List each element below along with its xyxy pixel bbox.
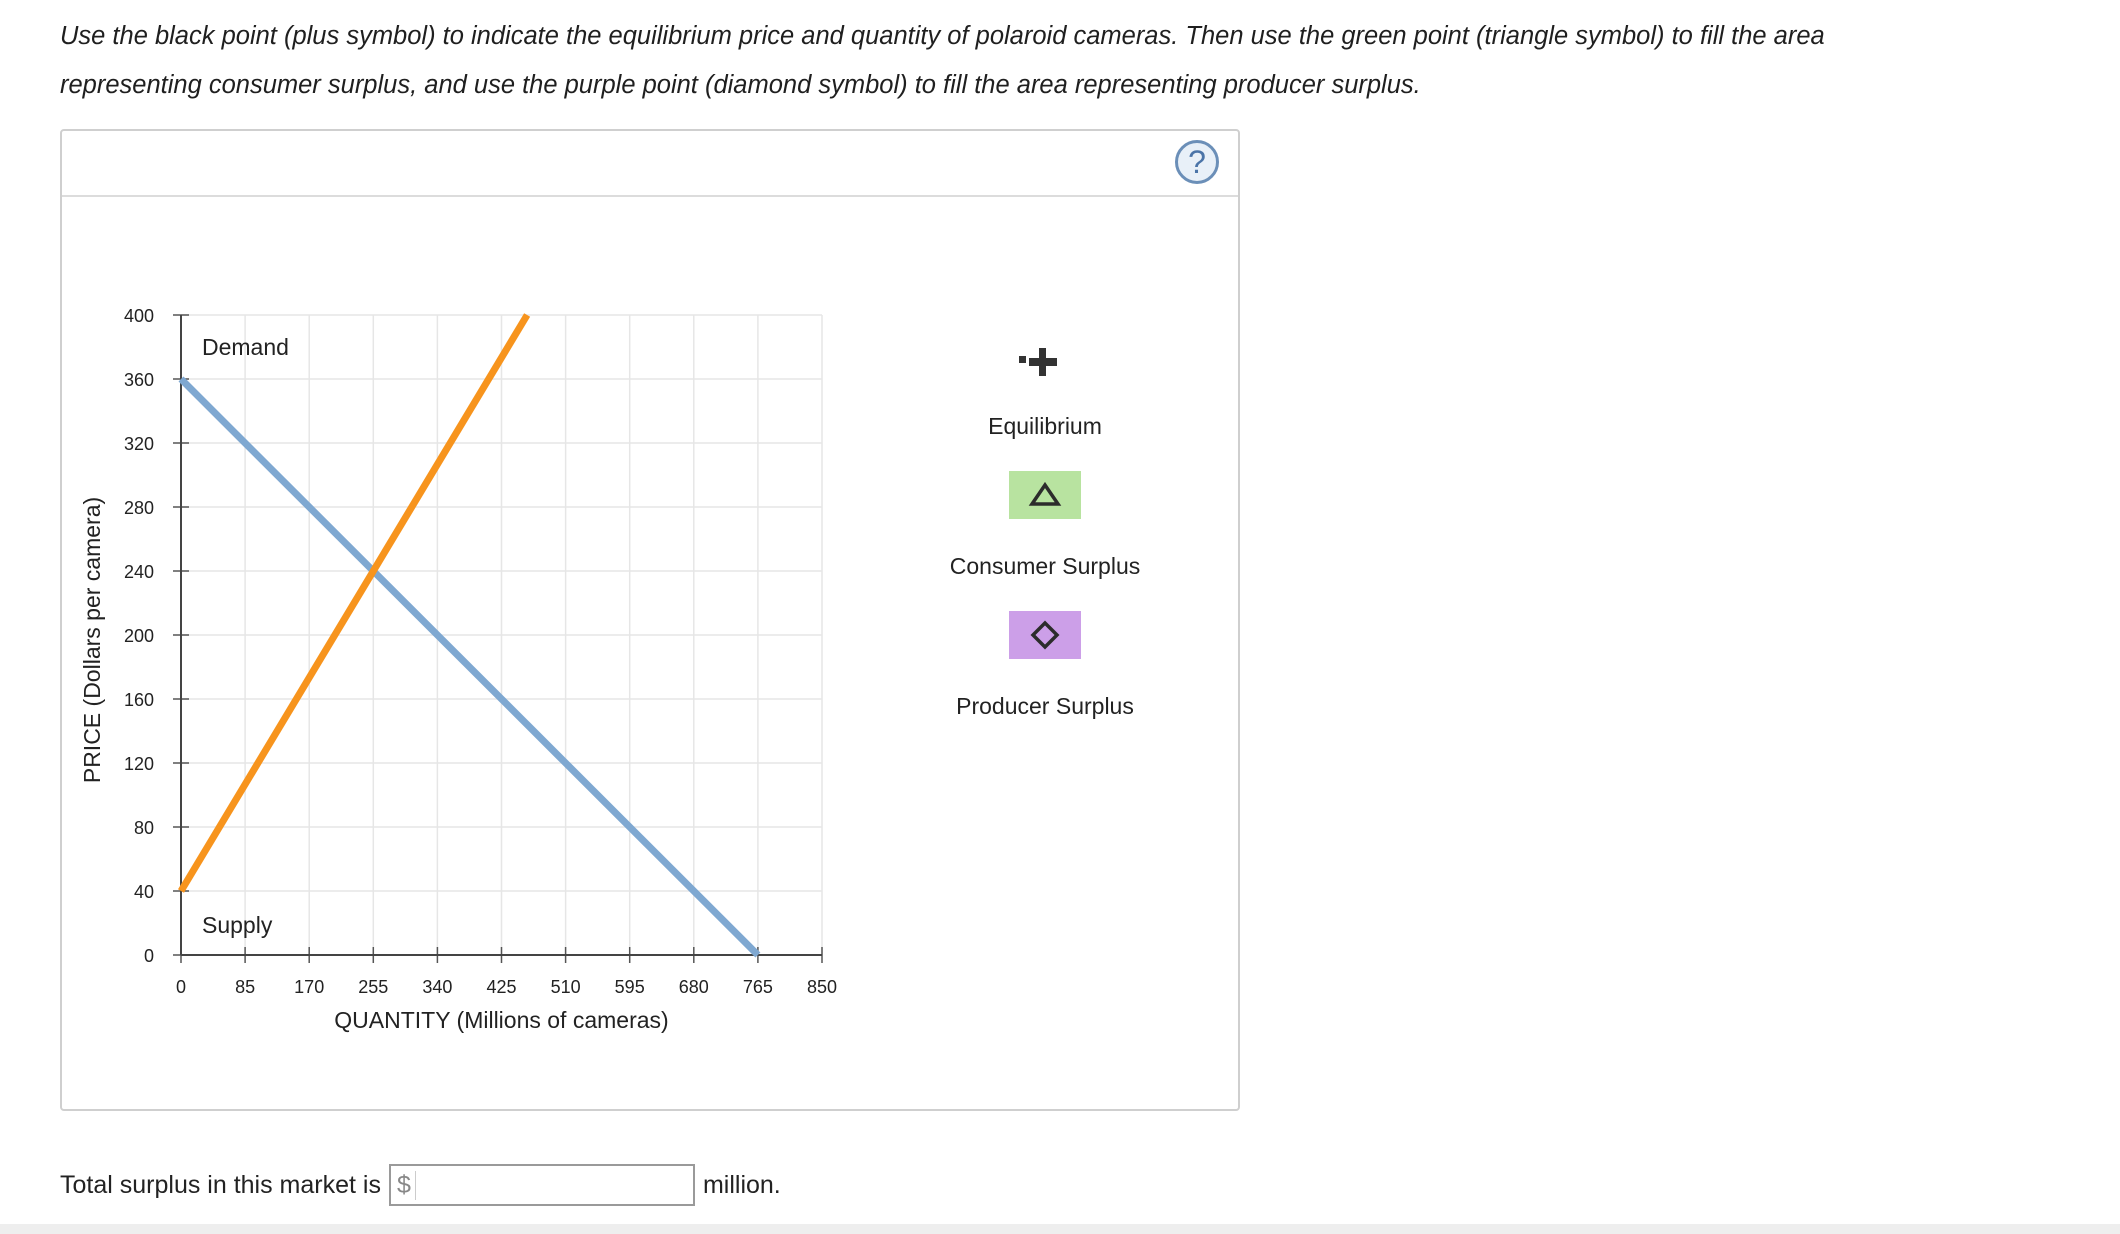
x-tick-label: 0 <box>176 977 186 997</box>
y-tick-label: 360 <box>124 370 154 390</box>
x-axis-title: QUANTITY (Millions of cameras) <box>334 1007 668 1033</box>
help-icon[interactable]: ? <box>1175 140 1219 184</box>
total-surplus-row: Total surplus in this market is $ millio… <box>60 1163 781 1207</box>
y-tick-label: 200 <box>124 626 154 646</box>
y-tick-label: 400 <box>124 306 154 326</box>
producer-surplus-legend-label: Producer Surplus <box>956 693 1134 719</box>
bottom-scroll-bar <box>0 1224 2120 1234</box>
supply-curve-label: Supply <box>202 912 273 938</box>
consumer-surplus-tool[interactable] <box>1009 471 1081 519</box>
demand-curve-label: Demand <box>202 334 289 360</box>
x-tick-label: 595 <box>615 977 645 997</box>
triangle-icon <box>1028 481 1062 506</box>
x-tick-label: 510 <box>551 977 581 997</box>
diamond-icon <box>1030 620 1060 650</box>
total-surplus-prompt: Total surplus in this market is <box>60 1170 381 1199</box>
y-tick-label: 120 <box>124 754 154 774</box>
y-tick-label: 160 <box>124 690 154 710</box>
equilibrium-legend-label: Equilibrium <box>988 413 1102 439</box>
panel-header <box>62 131 1238 197</box>
tick-labels: 0 85 170 255 340 425 510 595 680 765 850 0 40 80 120 16… <box>124 306 837 997</box>
grid-lines <box>181 314 823 955</box>
demand-curve[interactable] <box>178 376 761 958</box>
x-tick-label: 85 <box>235 977 255 997</box>
x-tick-label: 340 <box>422 977 452 997</box>
curves <box>178 313 761 958</box>
x-tick-label: 425 <box>486 977 516 997</box>
consumer-surplus-legend-label: Consumer Surplus <box>949 553 1141 579</box>
y-axis-title: PRICE (Dollars per camera) <box>79 497 105 783</box>
x-tick-label: 765 <box>743 977 773 997</box>
unit-label: million. <box>702 1170 781 1199</box>
axes <box>173 314 823 963</box>
instructions-text: Use the black point (plus symbol) to ind… <box>60 22 1825 99</box>
currency-symbol: $ <box>391 1170 416 1200</box>
y-tick-label: 0 <box>144 946 154 966</box>
y-tick-label: 320 <box>124 434 154 454</box>
y-tick-label: 40 <box>134 882 154 902</box>
y-tick-label: 280 <box>124 498 154 518</box>
total-surplus-input[interactable] <box>415 1166 730 1204</box>
producer-surplus-tool[interactable] <box>1009 611 1081 659</box>
x-tick-label: 680 <box>679 977 709 997</box>
y-tick-label: 80 <box>134 818 154 838</box>
total-surplus-field[interactable]: $ <box>388 1164 730 1206</box>
supply-curve[interactable] <box>178 313 531 893</box>
y-tick-label: 240 <box>124 562 154 582</box>
x-tick-label: 255 <box>358 977 388 997</box>
x-tick-label: 170 <box>294 977 324 997</box>
equilibrium-tool[interactable] <box>1019 348 1057 376</box>
x-tick-label: 850 <box>807 977 837 997</box>
